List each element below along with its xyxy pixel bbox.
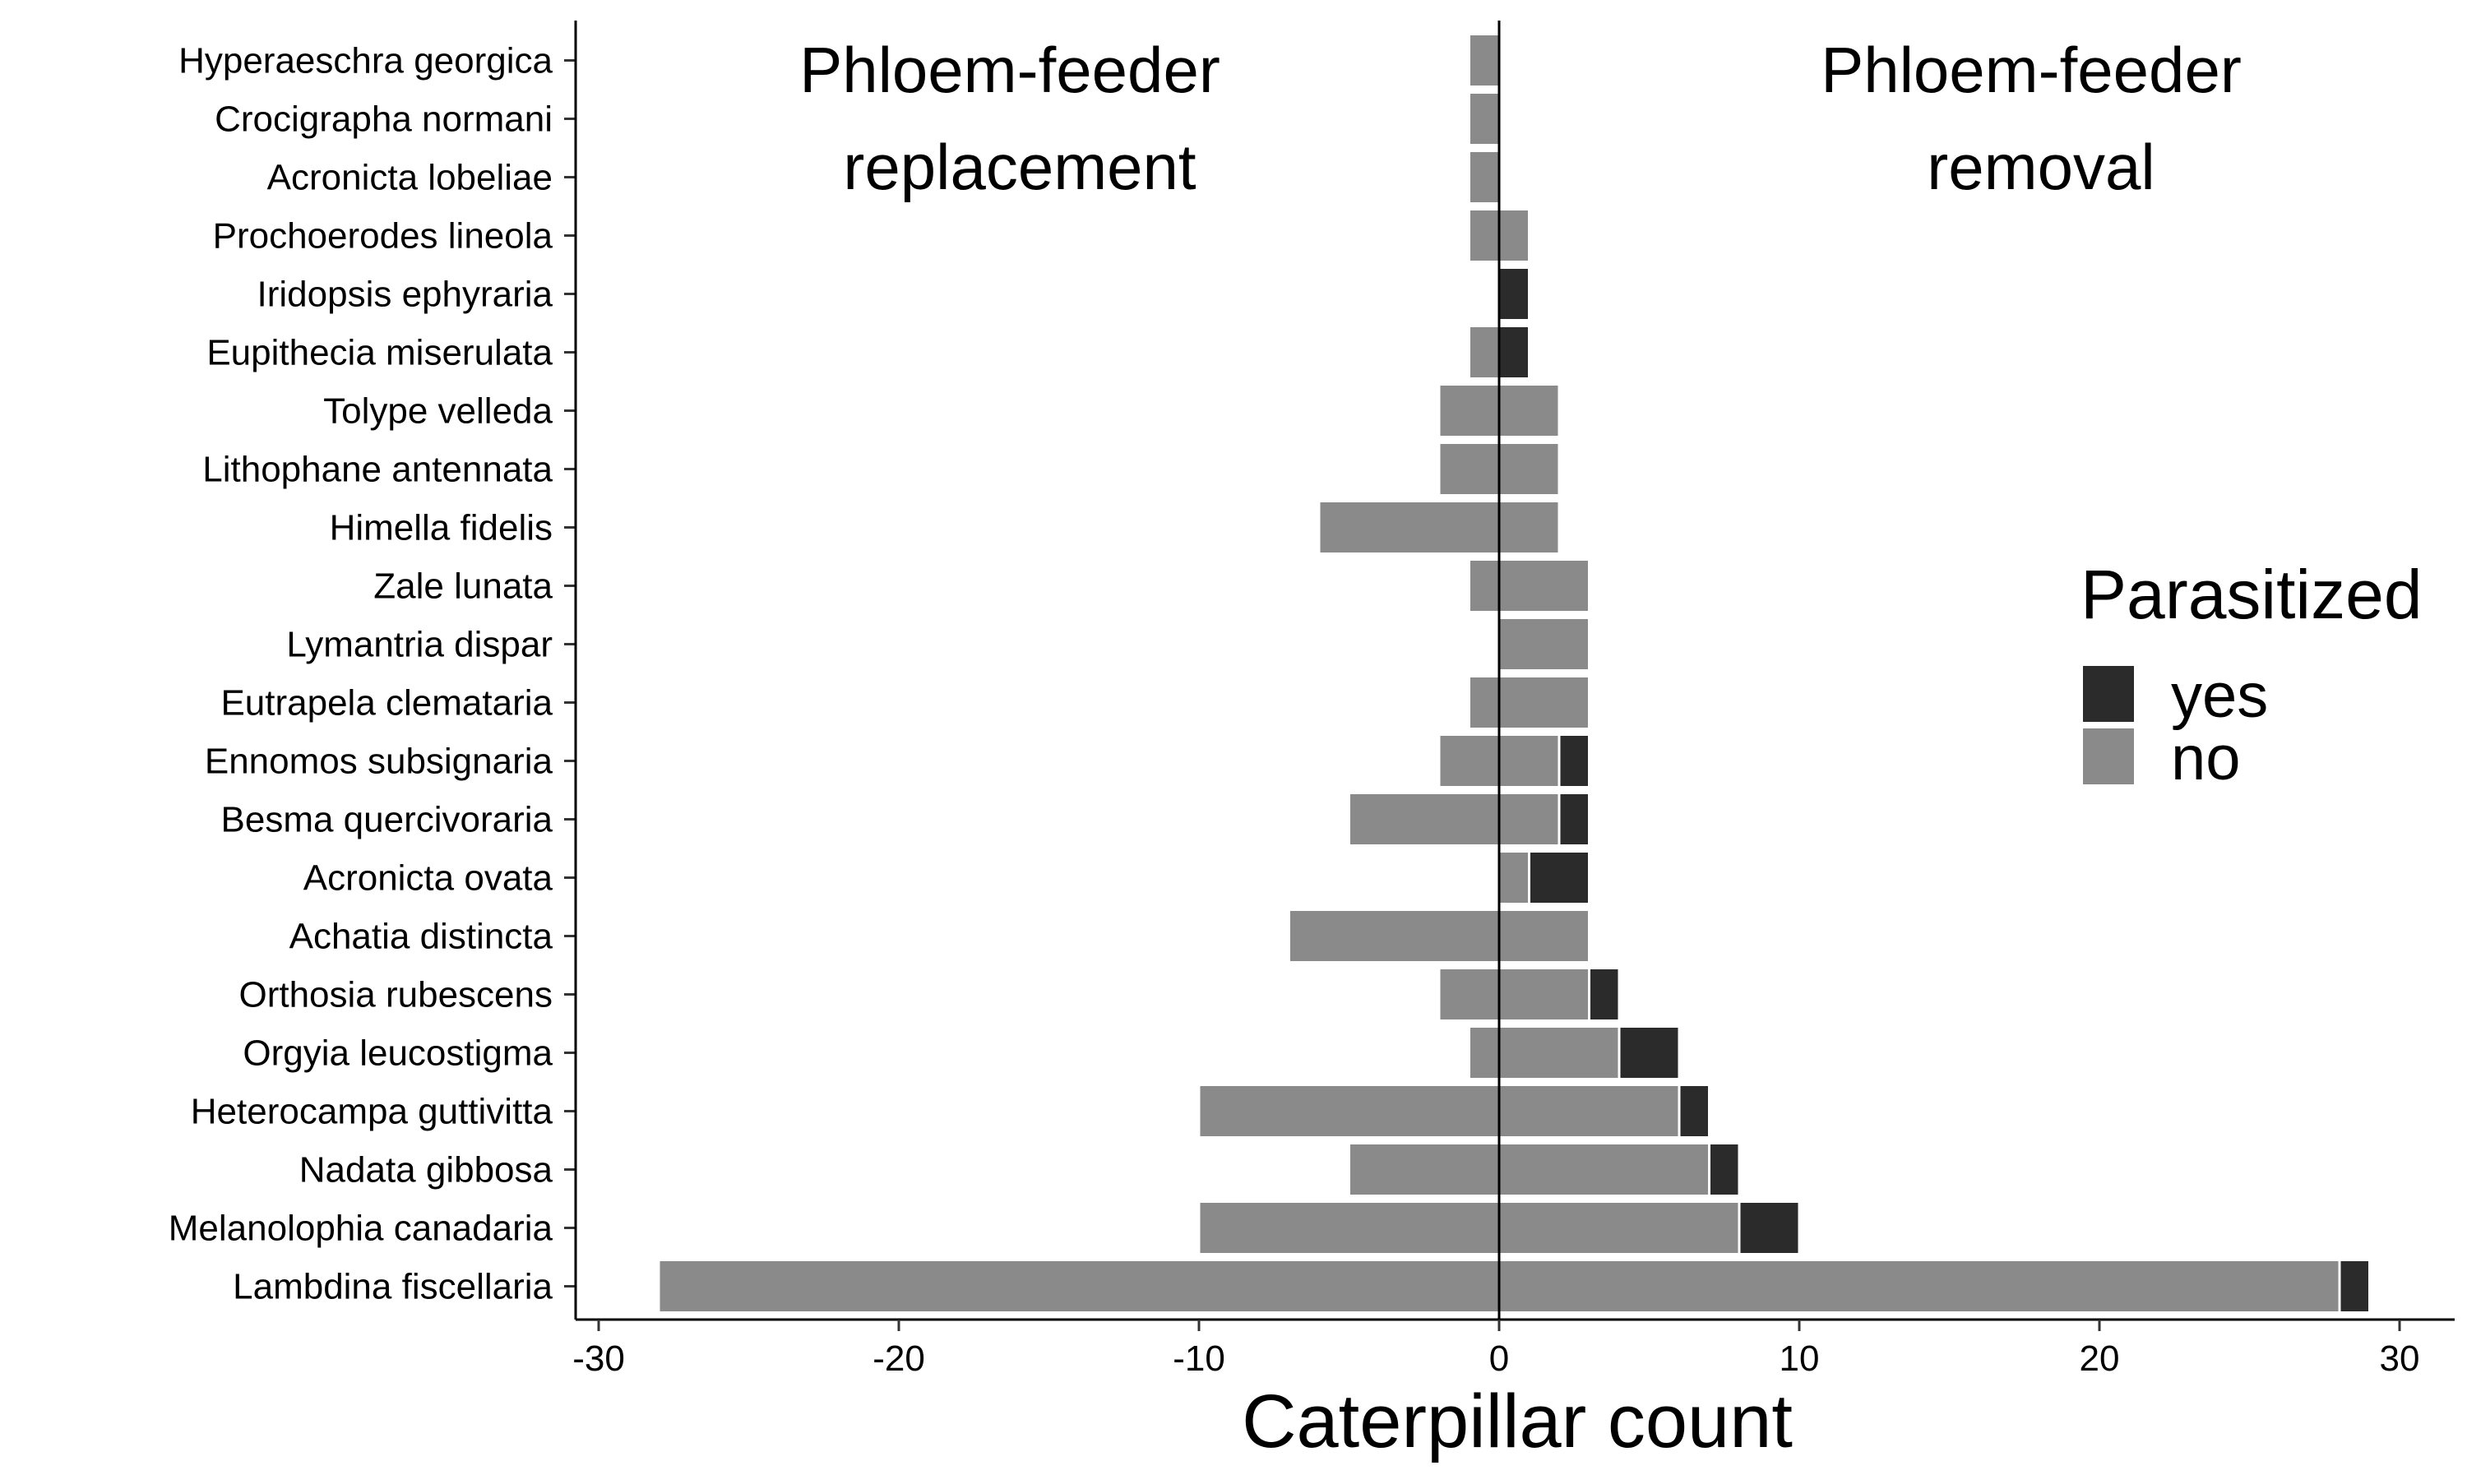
x-tick-label-20: 20 [2080, 1338, 2120, 1379]
x-tick-label--30: -30 [572, 1338, 625, 1379]
bars-layer [657, 33, 2371, 1314]
category-label-eupithecia-miserulata: Eupithecia miserulata [206, 333, 553, 373]
bar-right-yes-besma-quercivoraria [1557, 792, 1590, 847]
bar-left-no-besma-quercivoraria [1348, 792, 1501, 847]
legend-swatch-yes [2083, 666, 2134, 722]
bar-right-yes-orgyia-leucostigma [1618, 1025, 1681, 1080]
bar-right-no-ennomos-subsignaria [1497, 733, 1561, 788]
bar-right-yes-iridopsis-ephyraria [1497, 266, 1530, 321]
bar-right-no-orthosia-rubescens [1497, 967, 1590, 1022]
bar-right-no-melanolophia-canadaria [1497, 1200, 1741, 1255]
bar-left-no-eupithecia-miserulata [1468, 325, 1501, 380]
bar-right-yes-melanolophia-canadaria [1738, 1200, 1801, 1255]
bar-right-no-lambdina-fiscellaria [1497, 1259, 2341, 1314]
legend: Parasitized yes no [2081, 556, 2423, 793]
bar-left-no-melanolophia-canadaria [1197, 1200, 1501, 1255]
x-tick-label-10: 10 [1780, 1338, 1820, 1379]
category-label-nadata-gibbosa: Nadata gibbosa [299, 1150, 553, 1190]
bar-right-no-lithophane-antennata [1497, 442, 1561, 497]
bar-left-no-ennomos-subsignaria [1437, 733, 1501, 788]
bar-left-no-acronicta-lobeliae [1468, 150, 1501, 205]
panel-title-left-line2: replacement [843, 131, 1196, 203]
bar-right-yes-nadata-gibbosa [1708, 1142, 1741, 1197]
category-label-hyperaeschra-georgica: Hyperaeschra georgica [178, 41, 553, 81]
category-label-orgyia-leucostigma: Orgyia leucostigma [243, 1033, 553, 1074]
category-label-lithophane-antennata: Lithophane antennata [202, 450, 553, 490]
bar-left-no-hyperaeschra-georgica [1468, 33, 1501, 88]
panel-title-right-line2: removal [1927, 131, 2155, 203]
axes-layer: -30 -20 -10 0 10 20 30 [564, 21, 2455, 1379]
category-label-eutrapela-clemataria: Eutrapela clemataria [220, 683, 553, 724]
x-tick-label--20: -20 [872, 1338, 925, 1379]
bar-left-no-prochoerodes-lineola [1468, 208, 1501, 263]
bar-left-no-lithophane-antennata [1437, 442, 1501, 497]
x-tick-label--10: -10 [1173, 1338, 1225, 1379]
panel-title-left-line1: Phloem-feeder [799, 34, 1220, 106]
legend-label-yes: yes [2171, 661, 2268, 731]
bar-left-no-orthosia-rubescens [1437, 967, 1501, 1022]
bar-left-no-eutrapela-clemataria [1468, 675, 1501, 730]
bar-right-no-achatia-distincta [1497, 908, 1590, 964]
bar-right-yes-heterocampa-guttivitta [1678, 1084, 1710, 1139]
bar-right-no-tolype-velleda [1497, 383, 1561, 438]
bar-right-no-prochoerodes-lineola [1497, 208, 1530, 263]
bar-right-no-lymantria-dispar [1497, 617, 1590, 672]
category-label-acronicta-lobeliae: Acronicta lobeliae [267, 158, 553, 198]
category-labels: Hyperaeschra georgica Crocigrapha normani… [169, 41, 553, 1307]
bar-right-yes-acronicta-ovata [1528, 850, 1590, 905]
legend-title: Parasitized [2081, 556, 2423, 633]
bar-left-no-lambdina-fiscellaria [657, 1259, 1501, 1314]
category-label-himella-fidelis: Himella fidelis [330, 508, 553, 548]
bar-right-no-heterocampa-guttivitta [1497, 1084, 1681, 1139]
bar-right-yes-ennomos-subsignaria [1557, 733, 1590, 788]
bar-left-no-crocigrapha-normani [1468, 91, 1501, 146]
bar-left-no-zale-lunata [1468, 558, 1501, 613]
category-label-tolype-velleda: Tolype velleda [323, 391, 553, 432]
x-tick-label-30: 30 [2380, 1338, 2420, 1379]
bar-left-no-tolype-velleda [1437, 383, 1501, 438]
legend-label-no: no [2171, 724, 2241, 793]
bar-left-no-orgyia-leucostigma [1468, 1025, 1501, 1080]
bar-right-yes-lambdina-fiscellaria [2338, 1259, 2371, 1314]
bar-right-no-acronicta-ovata [1497, 850, 1530, 905]
bar-right-no-zale-lunata [1497, 558, 1590, 613]
bar-right-yes-orthosia-rubescens [1588, 967, 1621, 1022]
legend-swatch-no [2083, 728, 2134, 784]
bar-right-no-himella-fidelis [1497, 500, 1561, 555]
category-label-zale-lunata: Zale lunata [373, 566, 553, 607]
category-label-prochoerodes-lineola: Prochoerodes lineola [213, 216, 553, 257]
panel-title-right-line1: Phloem-feeder [1821, 34, 2242, 106]
category-label-melanolophia-canadaria: Melanolophia canadaria [169, 1209, 553, 1249]
bar-right-no-eutrapela-clemataria [1497, 675, 1590, 730]
category-label-besma-quercivoraria: Besma quercivoraria [221, 800, 553, 840]
category-label-lymantria-dispar: Lymantria dispar [286, 625, 553, 665]
category-label-acronicta-ovata: Acronicta ovata [303, 858, 553, 899]
category-label-lambdina-fiscellaria: Lambdina fiscellaria [233, 1267, 553, 1307]
bar-right-no-orgyia-leucostigma [1497, 1025, 1621, 1080]
x-tick-label-0: 0 [1489, 1338, 1509, 1379]
bar-right-no-besma-quercivoraria [1497, 792, 1561, 847]
category-label-heterocampa-guttivitta: Heterocampa guttivitta [191, 1092, 553, 1132]
bar-right-no-nadata-gibbosa [1497, 1142, 1710, 1197]
bar-left-no-nadata-gibbosa [1348, 1142, 1501, 1197]
category-label-ennomos-subsignaria: Ennomos subsignaria [205, 742, 553, 782]
bar-left-no-achatia-distincta [1288, 908, 1501, 964]
category-label-orthosia-rubescens: Orthosia rubescens [238, 975, 553, 1015]
category-label-achatia-distincta: Achatia distincta [289, 917, 553, 957]
category-label-iridopsis-ephyraria: Iridopsis ephyraria [257, 275, 553, 315]
bar-left-no-heterocampa-guttivitta [1197, 1084, 1501, 1139]
bar-right-yes-eupithecia-miserulata [1497, 325, 1530, 380]
bar-left-no-himella-fidelis [1317, 500, 1501, 555]
category-label-crocigrapha-normani: Crocigrapha normani [215, 99, 553, 140]
x-axis-title: Caterpillar count [1242, 1380, 1793, 1463]
